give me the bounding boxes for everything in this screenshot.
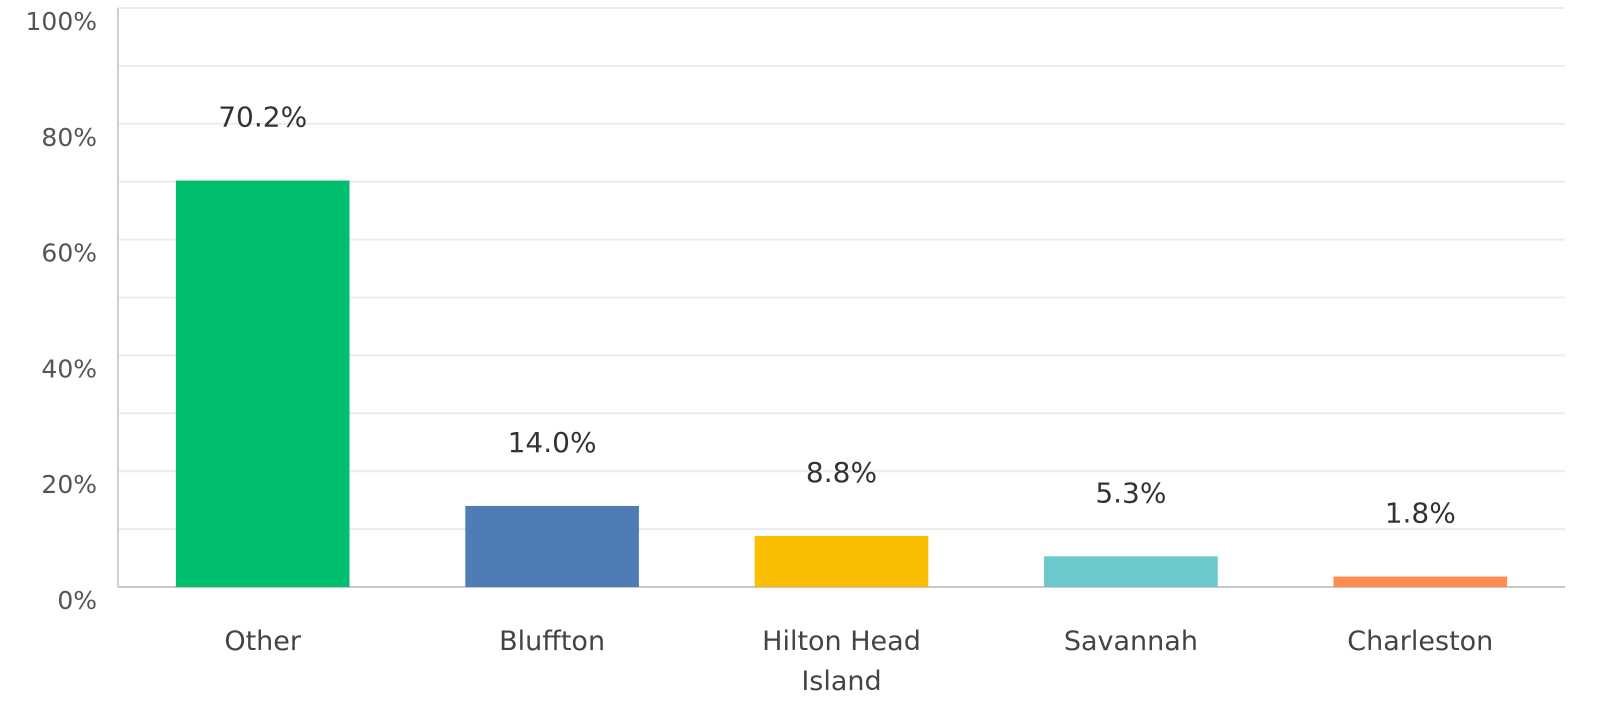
x-tick-label-box: Bluffton: [499, 626, 606, 657]
x-tick-label: Bluffton: [499, 626, 606, 657]
x-tick-label-box: Other: [224, 626, 302, 657]
y-tick-label: 40%: [41, 354, 97, 383]
value-label: 8.8%: [806, 456, 877, 489]
x-tick-label-box: Charleston: [1347, 626, 1494, 657]
value-label: 1.8%: [1385, 497, 1456, 530]
bar: [465, 505, 639, 587]
y-tick-label: 60%: [41, 239, 97, 268]
value-label: 5.3%: [1095, 476, 1166, 509]
bar: [1044, 556, 1218, 587]
y-tick-label: 80%: [41, 123, 97, 152]
bar: [754, 536, 929, 587]
bar: [175, 180, 350, 588]
value-label: 14.0%: [508, 426, 597, 459]
y-tick-label: 20%: [41, 470, 97, 499]
x-tick-label-box: Savannah: [1063, 626, 1198, 657]
bar: [1333, 576, 1508, 587]
x-tick-label: Other: [224, 626, 302, 657]
x-tick-label: Charleston: [1347, 626, 1494, 657]
y-tick-label: 0%: [57, 586, 97, 615]
x-tick-label-box: Hilton Head Island: [762, 626, 921, 697]
y-tick-label: 100%: [26, 7, 97, 36]
x-tick-label: Hilton Head Island: [762, 626, 921, 697]
x-tick-label: Savannah: [1063, 626, 1198, 657]
value-label: 70.2%: [218, 101, 307, 134]
